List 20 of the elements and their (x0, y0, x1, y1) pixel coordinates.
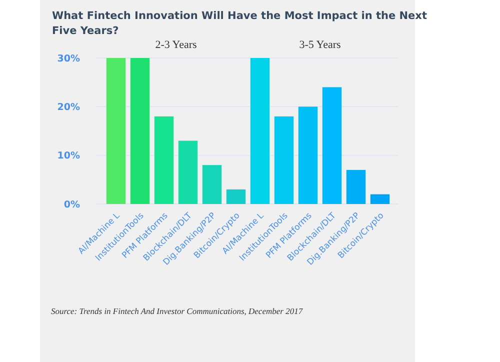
bar (322, 87, 342, 204)
bar (202, 165, 222, 204)
bar (298, 106, 318, 204)
y-tick-label: 0% (64, 199, 80, 210)
bar (130, 58, 150, 204)
bar (346, 170, 366, 204)
y-tick-label: 10% (57, 150, 80, 162)
y-tick-label: 20% (57, 102, 80, 113)
text: 2-3 Years (155, 39, 197, 51)
bar (178, 140, 198, 204)
bar (106, 58, 126, 204)
bar (370, 194, 390, 204)
chart-title: What Fintech Innovation Will Have the Most Impact in the Next Five Years? (52, 10, 427, 37)
y-tick-label: 30% (57, 53, 80, 64)
bar (226, 189, 246, 204)
source-note: Source: Trends in Fintech And Investor Communications, December 2017 (51, 306, 304, 316)
bar (154, 116, 174, 204)
bar (250, 58, 270, 204)
bar (274, 116, 294, 204)
text: 3-5 Years (299, 39, 341, 51)
